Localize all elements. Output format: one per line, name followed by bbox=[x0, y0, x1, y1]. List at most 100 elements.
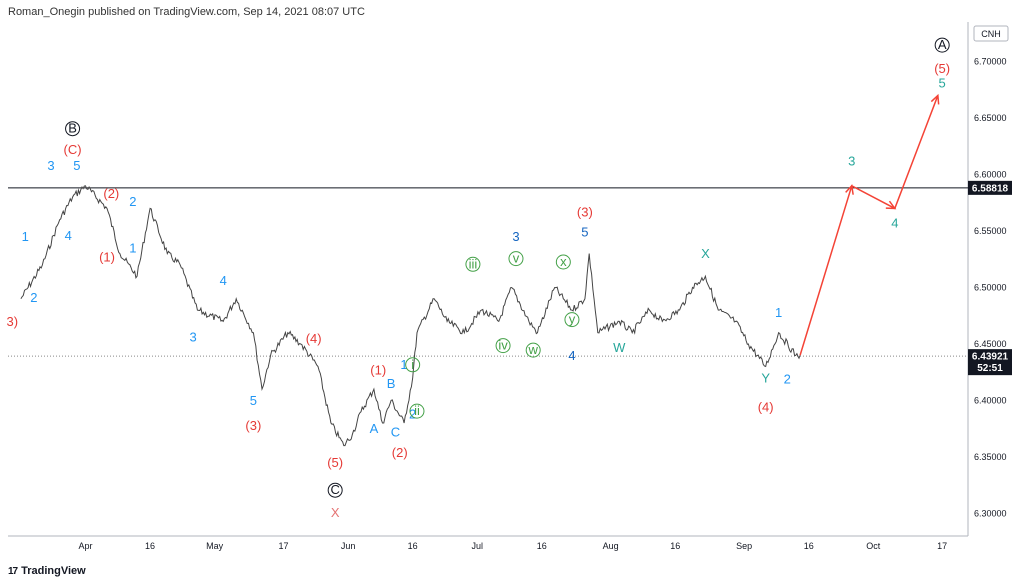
wave-label-text: 3 bbox=[189, 330, 196, 345]
wave-label: C bbox=[391, 425, 400, 440]
wave-label: 4 bbox=[65, 228, 72, 243]
wave-label: 2 bbox=[409, 407, 416, 422]
wave-label-text: i bbox=[411, 357, 414, 372]
wave-label: (4) bbox=[758, 400, 774, 415]
wave-label-text: 2 bbox=[129, 194, 136, 209]
wave-label-text: 5 bbox=[73, 158, 80, 173]
wave-label: B bbox=[65, 121, 81, 137]
price-chart[interactable]: 6.70000 6.65000 6.60000 6.55000 6.50000 6.450… bbox=[0, 0, 1024, 560]
wave-label-circle bbox=[405, 357, 421, 373]
wave-label: (4) bbox=[306, 331, 322, 346]
projection-path[interactable] bbox=[799, 95, 939, 356]
wave-label: 5 bbox=[73, 158, 80, 173]
wave-label-text: 4 bbox=[891, 216, 898, 231]
price-tick-label: 6.40000 bbox=[974, 395, 1007, 405]
wave-label: Y bbox=[761, 370, 770, 385]
price-tick-label: 6.65000 bbox=[974, 113, 1007, 123]
wave-label-circle bbox=[564, 312, 580, 328]
wave-label: 2 bbox=[30, 290, 37, 305]
wave-label-text: A bbox=[370, 421, 379, 436]
wave-label: B bbox=[387, 376, 396, 391]
wave-label-text: 1 bbox=[775, 305, 782, 320]
wave-label: 3) bbox=[7, 314, 19, 329]
wave-label: (5) bbox=[327, 455, 343, 470]
wave-label-text: (1) bbox=[370, 362, 386, 377]
time-tick-label: 16 bbox=[537, 541, 547, 551]
wave-label-text: 3 bbox=[512, 229, 519, 244]
wave-label: A bbox=[934, 37, 950, 53]
wave-label: i bbox=[405, 357, 421, 373]
wave-label-text: (4) bbox=[758, 400, 774, 415]
wave-label: y bbox=[564, 312, 580, 328]
time-tick-label: May bbox=[206, 541, 224, 551]
wave-label-text: 2 bbox=[30, 290, 37, 305]
wave-label: 3 bbox=[848, 153, 855, 168]
wave-label-text: 4 bbox=[65, 228, 72, 243]
tradingview-brand: TradingView bbox=[21, 565, 86, 577]
wave-label-text: (2) bbox=[103, 186, 119, 201]
time-tick-label: 16 bbox=[670, 541, 680, 551]
wave-label: v bbox=[508, 251, 524, 267]
time-tick-label: 16 bbox=[145, 541, 155, 551]
wave-label: (1) bbox=[370, 362, 386, 377]
wave-label: 4 bbox=[891, 216, 898, 231]
wave-label: 5 bbox=[250, 393, 257, 408]
tradingview-footer: 17 TradingView bbox=[8, 565, 86, 577]
wave-label: (2) bbox=[392, 445, 408, 460]
price-tick-label: 6.70000 bbox=[974, 57, 1007, 67]
time-tick-label: Oct bbox=[866, 541, 881, 551]
wave-label-text: C bbox=[391, 425, 400, 440]
wave-label-text: B bbox=[68, 121, 77, 136]
wave-label: (3) bbox=[245, 418, 261, 433]
wave-label-text: x bbox=[560, 254, 567, 269]
wave-label-circle bbox=[327, 482, 343, 498]
wave-label-text: A bbox=[938, 37, 947, 52]
wave-label-circle bbox=[934, 37, 950, 53]
time-tick-label: Jun bbox=[341, 541, 356, 551]
wave-label-text: w bbox=[528, 342, 539, 357]
wave-label-circle bbox=[508, 251, 524, 267]
wave-label: ii bbox=[409, 403, 425, 419]
wave-label: w bbox=[525, 342, 541, 358]
symbol-label: CNH bbox=[981, 29, 1001, 39]
time-tick-label: Jul bbox=[471, 541, 483, 551]
wave-label-text: v bbox=[513, 251, 520, 266]
resistance-price-value: 6.58818 bbox=[972, 183, 1009, 194]
wave-label-text: 1 bbox=[22, 229, 29, 244]
price-tick-label: 6.55000 bbox=[974, 226, 1007, 236]
wave-label-text: 4 bbox=[568, 348, 575, 363]
wave-label-circle bbox=[409, 403, 425, 419]
wave-label-text: 5 bbox=[581, 225, 588, 240]
wave-label: 4 bbox=[568, 348, 575, 363]
wave-label: 4 bbox=[220, 273, 227, 288]
wave-label: (2) bbox=[103, 186, 119, 201]
wave-label-text: iii bbox=[469, 256, 478, 271]
wave-label-text: 2 bbox=[409, 407, 416, 422]
wave-label-text: ii bbox=[414, 403, 420, 418]
wave-label-text: 2 bbox=[784, 371, 791, 386]
wave-label-text: Y bbox=[761, 370, 770, 385]
wave-label: C bbox=[327, 482, 343, 498]
price-tick-label: 6.60000 bbox=[974, 170, 1007, 180]
wave-label-text: (4) bbox=[306, 331, 322, 346]
wave-label-text: C bbox=[330, 482, 339, 497]
publisher-header: Roman_Onegin published on TradingView.co… bbox=[8, 6, 365, 18]
wave-label: W bbox=[613, 340, 626, 355]
wave-label: 1 bbox=[129, 240, 136, 255]
wave-label-text: 1 bbox=[129, 240, 136, 255]
price-tick-label: 6.45000 bbox=[974, 339, 1007, 349]
wave-label-circle bbox=[495, 338, 511, 354]
wave-label: A bbox=[370, 421, 379, 436]
wave-label-circle bbox=[555, 254, 571, 270]
wave-label-text: X bbox=[701, 246, 710, 261]
projection-arrowhead bbox=[930, 93, 940, 105]
wave-label-text: (C) bbox=[64, 142, 82, 157]
wave-label-text: 3) bbox=[7, 314, 19, 329]
wave-label-text: 3 bbox=[47, 158, 54, 173]
last-price-value: 6.43921 bbox=[972, 352, 1009, 363]
time-tick-label: 17 bbox=[937, 541, 947, 551]
wave-label: (5) bbox=[934, 61, 950, 76]
time-tick-label: Aug bbox=[603, 541, 619, 551]
wave-label-text: X bbox=[331, 505, 340, 520]
symbol-box[interactable]: CNH bbox=[973, 25, 1009, 42]
